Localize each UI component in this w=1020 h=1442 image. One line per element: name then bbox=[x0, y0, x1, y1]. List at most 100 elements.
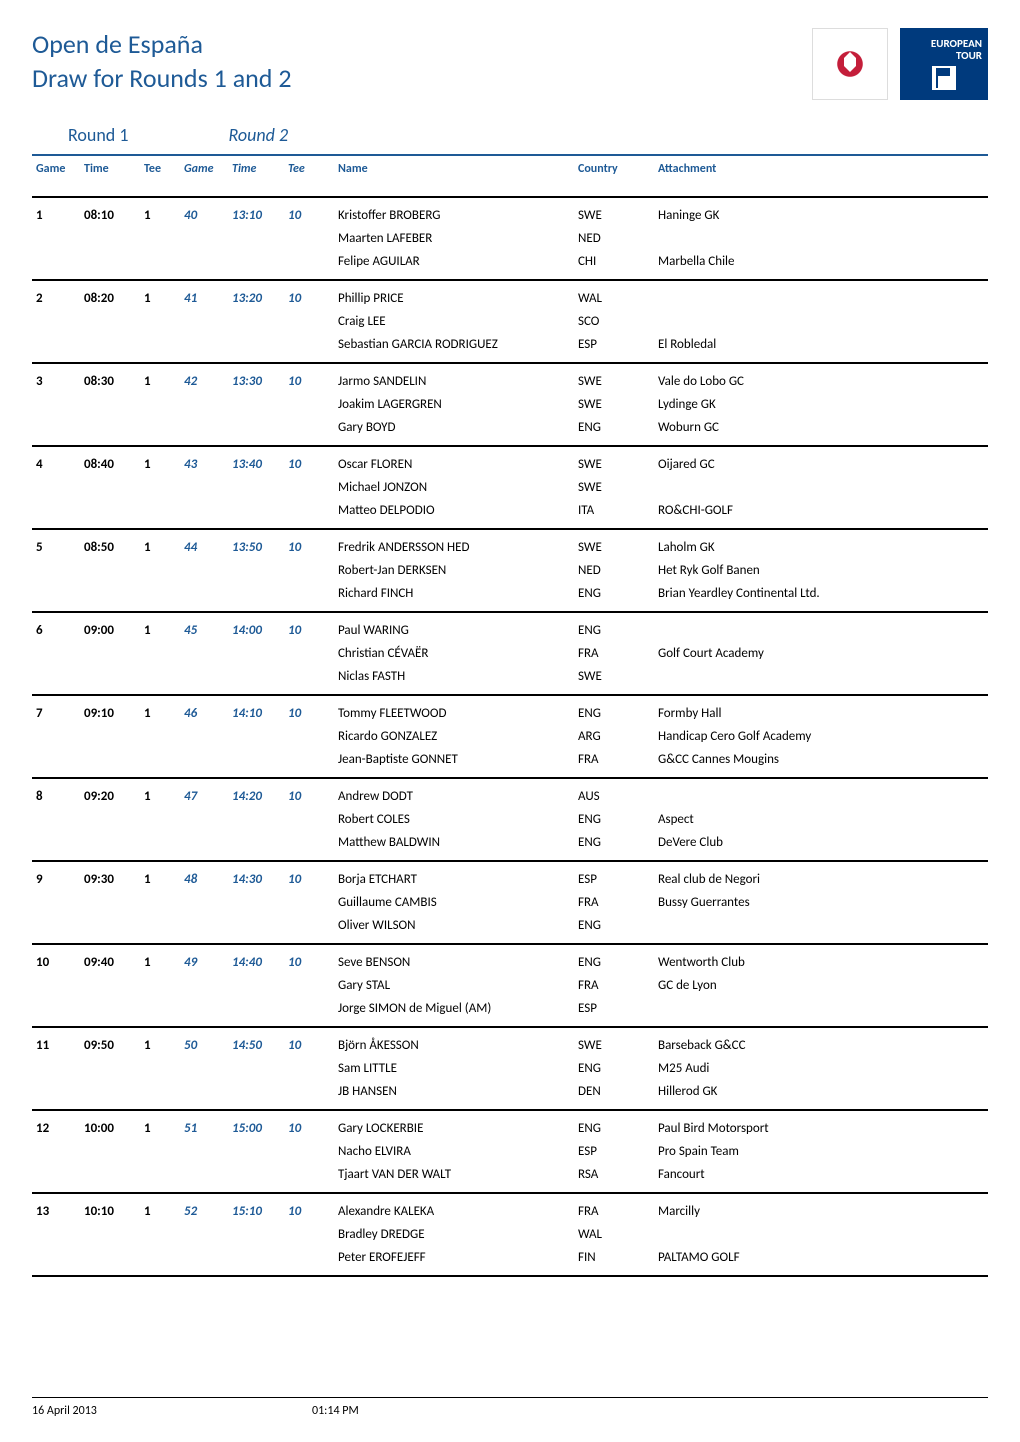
header-country: Country bbox=[574, 155, 654, 197]
cell-time-r1: 09:00 bbox=[80, 612, 140, 642]
euro-logo-text: EUROPEAN TOUR bbox=[900, 38, 988, 62]
cell-tee-r2 bbox=[284, 1080, 334, 1110]
cell-game-r2 bbox=[180, 1223, 228, 1246]
cell-attachment bbox=[654, 280, 988, 310]
cell-country: FRA bbox=[574, 891, 654, 914]
cell-time-r1: 08:40 bbox=[80, 446, 140, 476]
cell-game-r2: 43 bbox=[180, 446, 228, 476]
cell-tee-r2: 10 bbox=[284, 197, 334, 227]
cell-time-r1: 09:10 bbox=[80, 695, 140, 725]
cell-country: ENG bbox=[574, 808, 654, 831]
cell-time-r2: 14:30 bbox=[228, 861, 284, 891]
cell-tee-r1: 1 bbox=[140, 529, 180, 559]
cell-game-r2 bbox=[180, 974, 228, 997]
table-row: Matthew BALDWINENGDeVere Club bbox=[32, 831, 988, 861]
cell-attachment: Golf Court Academy bbox=[654, 642, 988, 665]
cell-game-r2 bbox=[180, 499, 228, 529]
footer-date: 16 April 2013 bbox=[32, 1404, 312, 1418]
cell-name: Jean-Baptiste GONNET bbox=[334, 748, 574, 778]
cell-tee-r2 bbox=[284, 476, 334, 499]
cell-game-r2 bbox=[180, 1246, 228, 1276]
cell-game-r2: 44 bbox=[180, 529, 228, 559]
cell-name: Kristoffer BROBERG bbox=[334, 197, 574, 227]
cell-attachment: Real club de Negori bbox=[654, 861, 988, 891]
cell-name: JB HANSEN bbox=[334, 1080, 574, 1110]
cell-time-r2 bbox=[228, 891, 284, 914]
cell-name: Ricardo GONZALEZ bbox=[334, 725, 574, 748]
table-row: 408:4014313:4010Oscar FLORENSWEOijared G… bbox=[32, 446, 988, 476]
cell-game-r1 bbox=[32, 582, 80, 612]
cell-tee-r1 bbox=[140, 250, 180, 280]
cell-name: Seve BENSON bbox=[334, 944, 574, 974]
cell-name: Christian CÉVAËR bbox=[334, 642, 574, 665]
logo-group: EUROPEAN TOUR bbox=[812, 28, 988, 100]
cell-game-r1 bbox=[32, 1223, 80, 1246]
cell-country: WAL bbox=[574, 280, 654, 310]
cell-tee-r1 bbox=[140, 476, 180, 499]
page-footer: 16 April 2013 01:14 PM bbox=[32, 1397, 988, 1418]
cell-game-r1 bbox=[32, 1057, 80, 1080]
cell-country: FRA bbox=[574, 748, 654, 778]
cell-tee-r2: 10 bbox=[284, 280, 334, 310]
cell-country: FRA bbox=[574, 642, 654, 665]
table-row: 1109:5015014:5010Björn ÅKESSONSWEBarseba… bbox=[32, 1027, 988, 1057]
cell-game-r2 bbox=[180, 393, 228, 416]
golf-flag-icon bbox=[932, 66, 956, 90]
cell-tee-r1: 1 bbox=[140, 280, 180, 310]
open-espana-logo-icon bbox=[828, 42, 872, 86]
cell-tee-r1 bbox=[140, 1223, 180, 1246]
cell-game-r1 bbox=[32, 393, 80, 416]
cell-game-r1 bbox=[32, 1080, 80, 1110]
cell-tee-r2 bbox=[284, 393, 334, 416]
cell-game-r1: 13 bbox=[32, 1193, 80, 1223]
table-row: Oliver WILSONENG bbox=[32, 914, 988, 944]
cell-game-r1 bbox=[32, 1163, 80, 1193]
header-attachment: Attachment bbox=[654, 155, 988, 197]
cell-game-r1: 8 bbox=[32, 778, 80, 808]
cell-time-r1 bbox=[80, 499, 140, 529]
cell-country: AUS bbox=[574, 778, 654, 808]
cell-game-r1: 1 bbox=[32, 197, 80, 227]
cell-tee-r1 bbox=[140, 725, 180, 748]
cell-attachment: Hillerod GK bbox=[654, 1080, 988, 1110]
cell-name: Matthew BALDWIN bbox=[334, 831, 574, 861]
cell-time-r2 bbox=[228, 1223, 284, 1246]
footer-time: 01:14 PM bbox=[312, 1404, 412, 1418]
table-row: Robert COLESENGAspect bbox=[32, 808, 988, 831]
table-row: JB HANSENDENHillerod GK bbox=[32, 1080, 988, 1110]
cell-name: Gary STAL bbox=[334, 974, 574, 997]
table-row: Guillaume CAMBISFRABussy Guerrantes bbox=[32, 891, 988, 914]
cell-attachment: Pro Spain Team bbox=[654, 1140, 988, 1163]
cell-name: Robert-Jan DERKSEN bbox=[334, 559, 574, 582]
table-row: 909:3014814:3010Borja ETCHARTESPReal clu… bbox=[32, 861, 988, 891]
cell-attachment bbox=[654, 310, 988, 333]
cell-name: Jorge SIMON de Miguel (AM) bbox=[334, 997, 574, 1027]
table-row: Sam LITTLEENGM25 Audi bbox=[32, 1057, 988, 1080]
european-tour-logo: EUROPEAN TOUR bbox=[900, 28, 988, 100]
cell-country: ENG bbox=[574, 1057, 654, 1080]
header-tee-r2: Tee bbox=[284, 155, 334, 197]
cell-time-r2 bbox=[228, 808, 284, 831]
cell-tee-r1 bbox=[140, 393, 180, 416]
table-row: 208:2014113:2010Phillip PRICEWAL bbox=[32, 280, 988, 310]
cell-time-r2 bbox=[228, 1163, 284, 1193]
cell-country: ENG bbox=[574, 416, 654, 446]
cell-time-r1 bbox=[80, 393, 140, 416]
cell-time-r1: 09:30 bbox=[80, 861, 140, 891]
cell-name: Guillaume CAMBIS bbox=[334, 891, 574, 914]
cell-country: SWE bbox=[574, 529, 654, 559]
cell-country: ENG bbox=[574, 831, 654, 861]
cell-time-r1: 08:30 bbox=[80, 363, 140, 393]
cell-game-r2: 45 bbox=[180, 612, 228, 642]
cell-country: SWE bbox=[574, 393, 654, 416]
cell-tee-r1 bbox=[140, 1163, 180, 1193]
cell-attachment: El Robledal bbox=[654, 333, 988, 363]
cell-attachment bbox=[654, 778, 988, 808]
cell-tee-r2: 10 bbox=[284, 529, 334, 559]
cell-time-r2: 13:20 bbox=[228, 280, 284, 310]
cell-time-r2 bbox=[228, 642, 284, 665]
table-row: 308:3014213:3010Jarmo SANDELINSWEVale do… bbox=[32, 363, 988, 393]
cell-game-r1 bbox=[32, 914, 80, 944]
table-row: 709:1014614:1010Tommy FLEETWOODENGFormby… bbox=[32, 695, 988, 725]
cell-tee-r1 bbox=[140, 642, 180, 665]
